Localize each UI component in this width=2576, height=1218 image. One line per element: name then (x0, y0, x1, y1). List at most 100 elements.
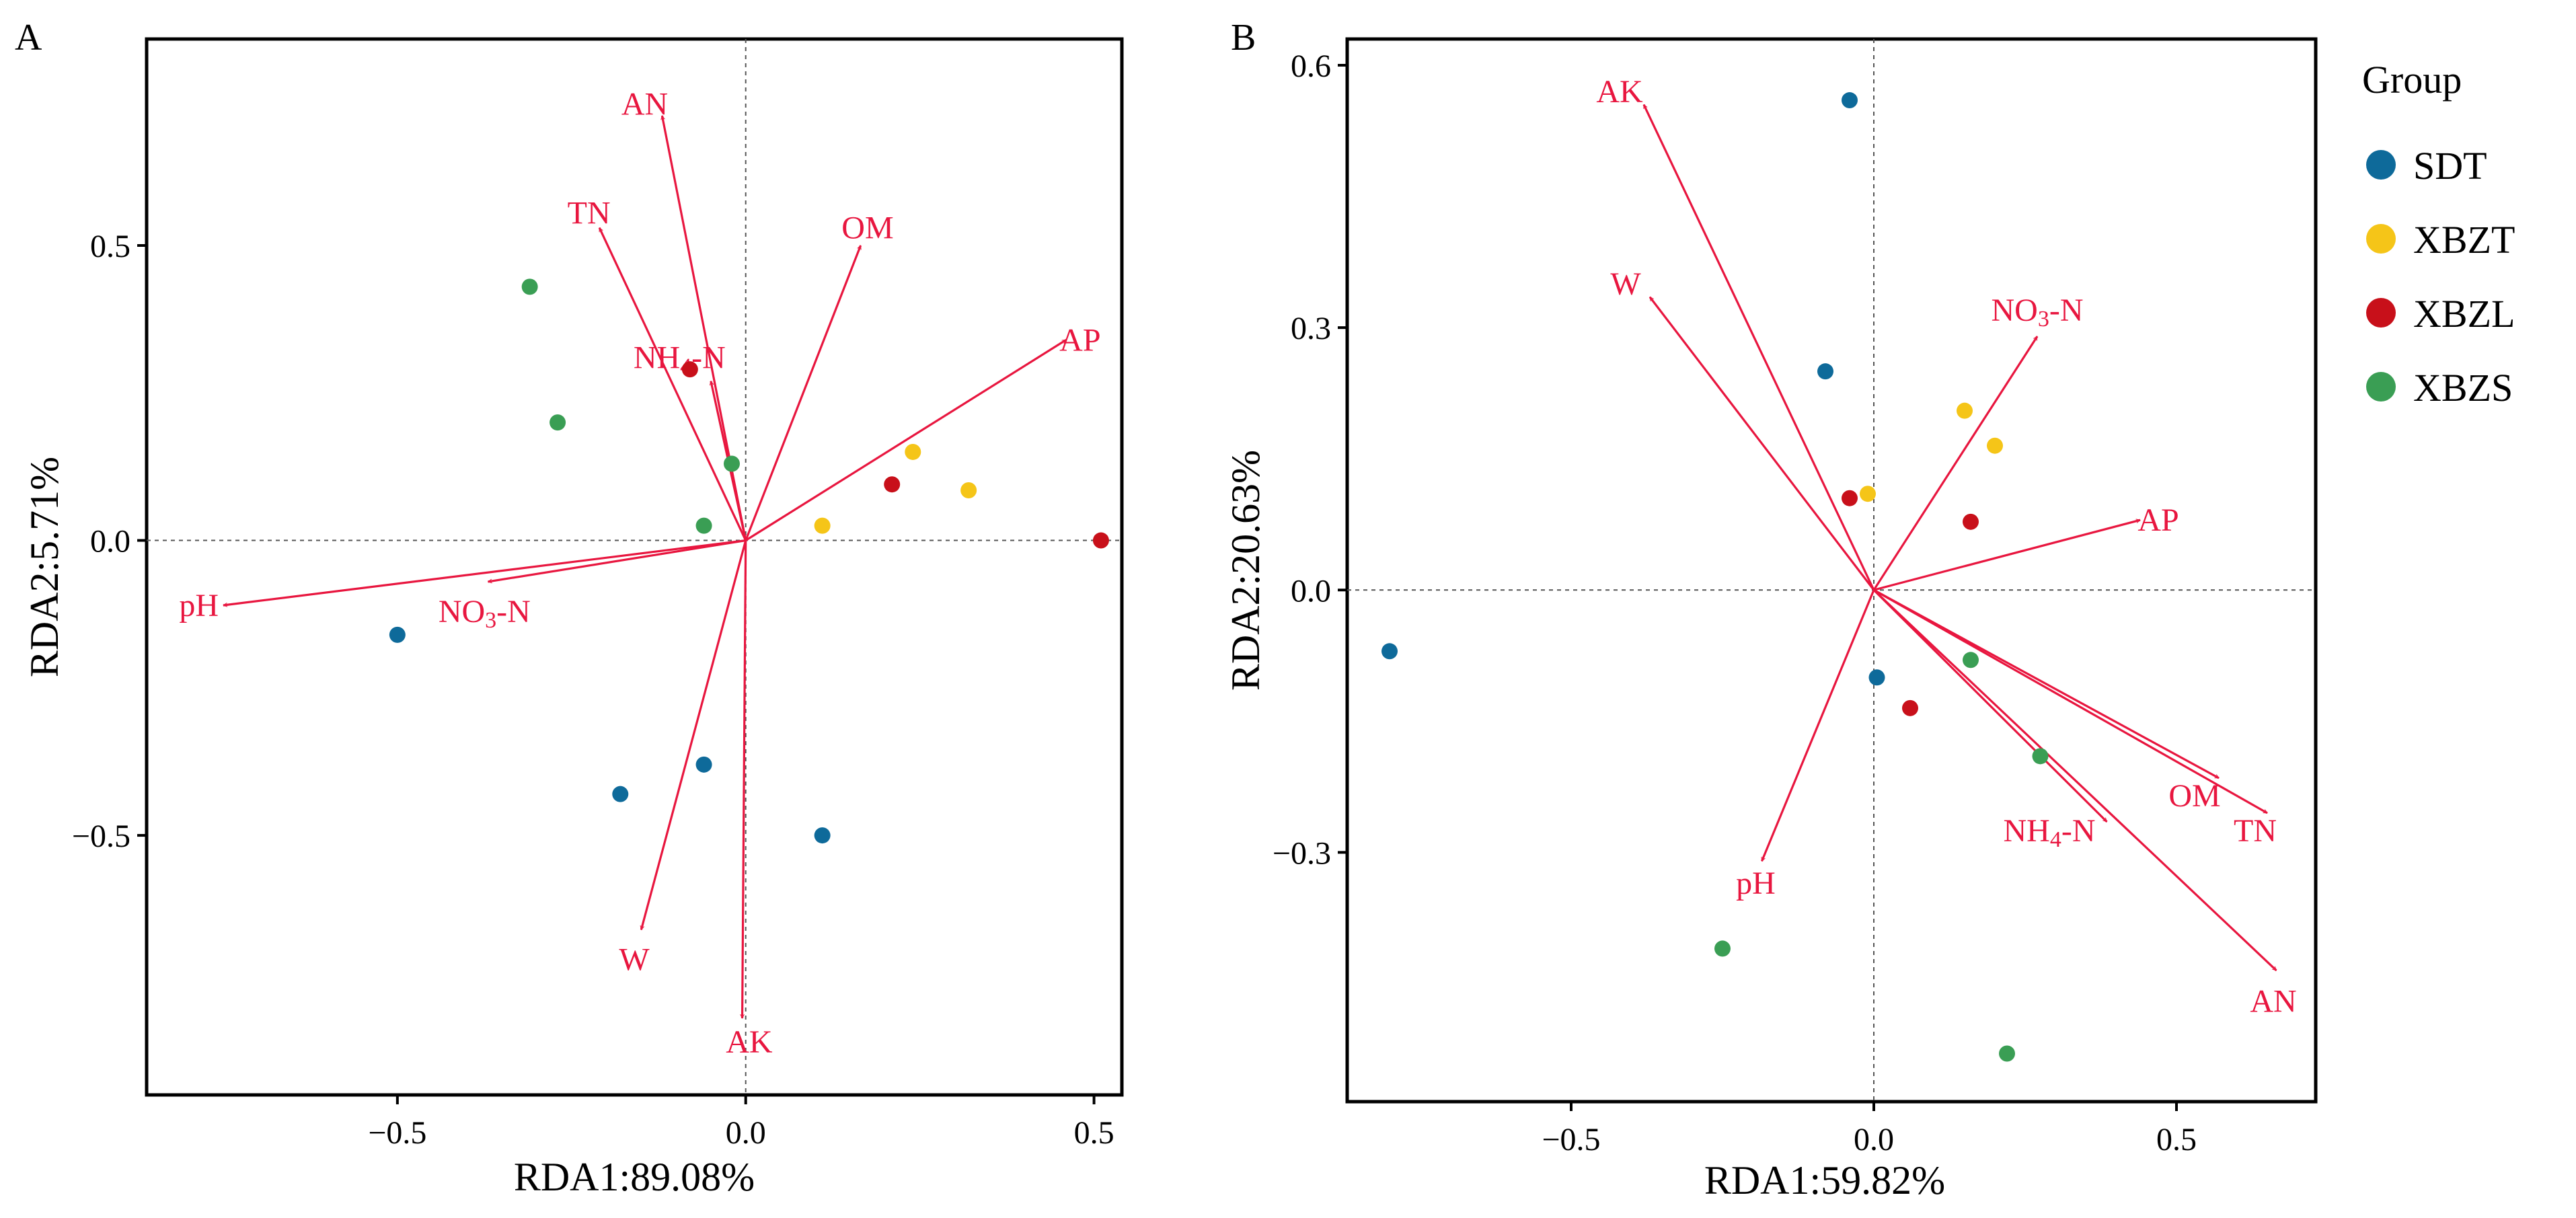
panel-b-y-ticks: −0.3 0.0 0.3 0.6 (1273, 48, 1347, 871)
panel-a-arrow-label-tn: TN (568, 196, 611, 231)
panel-a-arrow-an (662, 116, 745, 541)
panel-a-point-xbzl (682, 361, 698, 377)
panel-b-arrow-ak (1644, 105, 1874, 591)
panel-b-point-xbzs (1999, 1045, 2015, 1061)
panel-b-arrow-label-tn: TN (2234, 813, 2277, 849)
panel-a-point-xbzt (905, 444, 921, 460)
panel-a-x-ticks: −0.5 0.0 0.5 (368, 1095, 1114, 1151)
panel-b-arrow-label-an: AN (2250, 983, 2296, 1019)
panel-a-arrow-label-an: AN (621, 86, 668, 122)
panel-b-label: B (1231, 17, 1256, 59)
panel-a-y-tick-label: 0.5 (90, 229, 130, 264)
panel-a-x-tick-label: −0.5 (368, 1115, 426, 1151)
legend-items: SDT XBZT XBZL XBZS (2366, 144, 2515, 410)
panel-b-arrow-ap (1874, 520, 2140, 590)
panel-b-point-sdt (1869, 669, 1885, 685)
panel-a-arrow-label-ak: AK (726, 1024, 773, 1060)
panel-a-point-sdt (612, 786, 628, 802)
panel-b-arrow-ph (1762, 590, 1874, 861)
panel-a-arrow-label-no3n: NO3-N (439, 594, 531, 633)
legend-label-xbzl: XBZL (2413, 292, 2515, 336)
panel-a-x-tick-label: 0.5 (1074, 1115, 1114, 1151)
panel-b-arrows: AK W NO3-N AP OM TN NH4-N AN pH (1596, 74, 2296, 1019)
legend-label-xbzt: XBZT (2413, 218, 2515, 262)
panel-b-x-axis-label: RDA1:59.82% (1704, 1158, 1945, 1203)
panel-a-arrow-label-ph: pH (179, 588, 219, 623)
legend-label-xbzs: XBZS (2413, 366, 2513, 410)
panel-a-point-sdt (389, 627, 406, 643)
panel-b-arrow-label-no3n: NO3-N (1992, 293, 2084, 332)
panel-a-arrow-label-om: OM (841, 211, 893, 246)
legend-swatch-xbzt (2366, 224, 2396, 254)
panel-a-arrow-w (641, 541, 745, 930)
legend-title: Group (2362, 58, 2462, 102)
panel-a: A −0.5 0.0 0.5 −0.5 0.0 0.5 AN TN OM NH4-N AP pH N… (15, 17, 1122, 1199)
panel-a-point-sdt (696, 757, 712, 773)
panel-a-point-xbzs (696, 518, 712, 534)
panel-b-point-xbzl (1963, 514, 1979, 530)
panel-a-arrow-om (746, 245, 861, 541)
panel-a-x-axis-label: RDA1:89.08% (514, 1155, 755, 1199)
panel-a-label: A (15, 17, 42, 59)
panel-a-point-sdt (815, 827, 831, 843)
panel-a-point-xbzl (1093, 533, 1109, 549)
panel-a-arrow-no3n (488, 541, 746, 582)
panel-b-y-tick-label: 0.3 (1291, 311, 1331, 346)
panel-a-point-xbzl (884, 476, 900, 492)
panel-b-arrow-label-w: W (1610, 266, 1641, 302)
panel-b-point-xbzt (1987, 438, 2003, 454)
panel-a-arrow-label-w: W (619, 942, 650, 977)
panel-a-arrow-label-nh4n: NH4-N (634, 340, 726, 379)
panel-a-point-xbzs (522, 278, 538, 295)
panel-a-points (389, 278, 1109, 843)
panel-a-point-xbzt (815, 518, 831, 534)
panel-b-y-tick-label: 0.0 (1291, 573, 1331, 609)
panel-b-y-axis-label: RDA2:20.63% (1223, 450, 1268, 691)
panel-b-arrow-no3n (1874, 336, 2037, 590)
panel-a-point-xbzs (724, 456, 740, 472)
panel-b-points (1381, 92, 2049, 1061)
panel-b-y-tick-label: 0.6 (1291, 48, 1331, 84)
panel-a-y-tick-label: 0.0 (90, 524, 130, 560)
panel-b-plot-frame (1347, 39, 2316, 1102)
panel-b-point-xbzt (1957, 403, 1973, 419)
panel-b-arrow-tn (1874, 590, 2267, 813)
panel-b-point-xbzl (1842, 490, 1858, 506)
panel-b: B −0.3 0.0 0.3 0.6 −0.5 0.0 0.5 AK W NO3-N AP OM T… (1223, 17, 2316, 1203)
panel-b-arrow-w (1650, 297, 1874, 591)
panel-a-point-xbzt (960, 482, 977, 498)
panel-a-y-ticks: −0.5 0.0 0.5 (72, 229, 147, 854)
panel-b-point-xbzs (1714, 940, 1731, 956)
legend-label-sdt: SDT (2413, 144, 2487, 188)
panel-a-point-xbzs (550, 414, 566, 430)
panel-b-x-tick-label: −0.5 (1542, 1122, 1600, 1157)
panel-a-y-axis-label: RDA2:5.71% (22, 457, 67, 677)
panel-b-point-xbzt (1860, 486, 1876, 502)
panel-b-point-sdt (1817, 363, 1833, 379)
legend-swatch-xbzs (2366, 372, 2396, 402)
legend-swatch-xbzl (2366, 298, 2396, 328)
panel-a-arrows: AN TN OM NH4-N AP pH NO3-N W AK (179, 86, 1100, 1060)
panel-b-x-ticks: −0.5 0.0 0.5 (1542, 1102, 2197, 1157)
legend-swatch-sdt (2366, 150, 2396, 180)
panel-b-arrow-label-ap: AP (2137, 502, 2179, 538)
panel-b-point-xbzs (2033, 748, 2049, 764)
panel-a-arrow-ap (746, 340, 1066, 540)
panel-b-point-xbzl (1902, 700, 1918, 716)
legend: Group SDT XBZT XBZL XBZS (2362, 58, 2515, 410)
panel-b-point-xbzs (1963, 652, 1979, 668)
panel-b-arrow-label-ph: pH (1736, 866, 1776, 901)
panel-b-x-tick-label: 0.0 (1854, 1122, 1894, 1157)
panel-a-arrow-label-ap: AP (1059, 322, 1100, 358)
panel-a-x-tick-label: 0.0 (726, 1115, 766, 1151)
panel-b-arrow-label-ak: AK (1596, 74, 1643, 110)
panel-b-point-sdt (1381, 643, 1398, 659)
panel-b-y-tick-label: −0.3 (1273, 835, 1331, 871)
panel-a-y-tick-label: −0.5 (72, 819, 130, 854)
panel-a-plot-frame (147, 39, 1122, 1095)
panel-b-arrow-label-nh4n: NH4-N (2004, 813, 2096, 852)
panel-b-x-tick-label: 0.5 (2156, 1122, 2197, 1157)
panel-a-arrow-tn (599, 228, 745, 541)
panel-b-point-sdt (1842, 92, 1858, 108)
